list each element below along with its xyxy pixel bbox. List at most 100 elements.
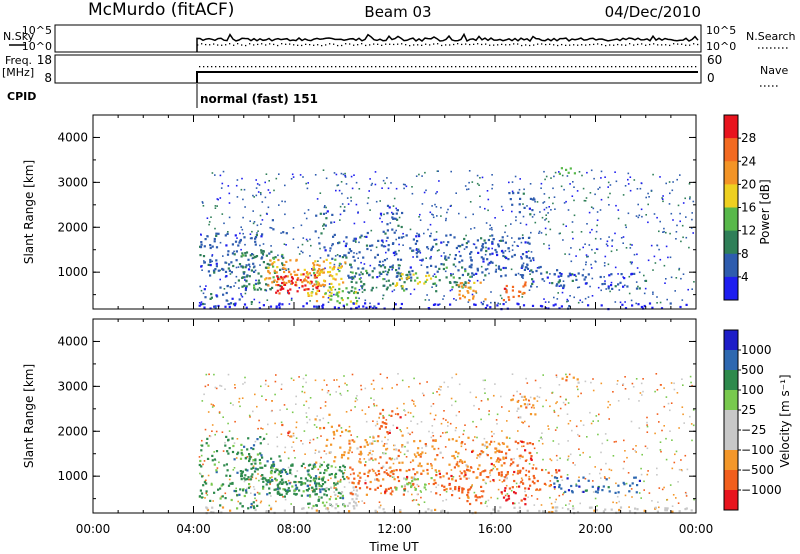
echo-cell <box>395 457 399 460</box>
echo-cell <box>358 277 361 281</box>
echo-cell <box>585 254 588 256</box>
echo-cell <box>386 212 389 215</box>
echo-cell <box>533 407 535 409</box>
echo-cell <box>316 274 319 277</box>
echo-cell <box>209 244 212 247</box>
echo-cell <box>538 489 540 492</box>
echo-cell <box>244 474 247 477</box>
echo-cell <box>455 246 458 250</box>
echo-cell <box>542 405 544 408</box>
echo-cell <box>367 197 370 199</box>
nsearch-point <box>253 44 255 46</box>
echo-cell <box>445 258 448 261</box>
echo-cell <box>379 504 382 507</box>
echo-cell <box>472 289 475 292</box>
echo-cell <box>350 434 352 436</box>
echo-cell <box>400 225 403 229</box>
echo-cell <box>451 288 453 291</box>
echo-cell <box>435 284 438 286</box>
echo-cell <box>343 505 346 508</box>
echo-cell <box>678 427 680 429</box>
echo-cell <box>386 257 388 260</box>
echo-cell <box>449 487 452 490</box>
echo-cell <box>216 467 219 469</box>
echo-cell <box>566 300 568 303</box>
echo-cell <box>339 492 342 495</box>
echo-cell <box>256 288 259 291</box>
echo-cell <box>382 508 385 511</box>
nave-point <box>327 66 329 68</box>
echo-cell <box>280 493 283 496</box>
echo-cell <box>472 439 474 442</box>
echo-cell <box>438 388 440 390</box>
echo-cell <box>572 462 574 464</box>
nsearch-point <box>277 44 279 47</box>
echo-cell <box>276 487 279 490</box>
echo-cell <box>203 481 206 484</box>
echo-cell <box>501 430 503 432</box>
echo-cell <box>372 435 374 438</box>
echo-cell <box>273 261 276 264</box>
echo-cell <box>240 294 243 297</box>
echo-cell <box>347 451 350 454</box>
echo-cell <box>646 425 649 428</box>
echo-cell <box>316 287 319 290</box>
echo-cell <box>393 197 396 200</box>
echo-cell <box>390 470 394 473</box>
echo-cell <box>201 475 204 478</box>
echo-cell <box>289 471 292 475</box>
echo-cell <box>408 386 410 388</box>
echo-cell <box>337 184 340 186</box>
echo-cell <box>491 228 493 231</box>
echo-cell <box>480 265 483 268</box>
echo-cell <box>345 287 348 290</box>
echo-cell <box>329 266 332 269</box>
echo-cell <box>470 259 473 262</box>
echo-cell <box>246 456 249 458</box>
nsearch-point <box>325 44 327 46</box>
echo-cell <box>199 285 201 288</box>
echo-cell <box>276 289 279 292</box>
echo-cell <box>673 382 675 385</box>
echo-cell <box>600 289 602 292</box>
echo-cell <box>464 185 467 187</box>
nsearch-point <box>573 44 575 46</box>
echo-cell <box>542 458 544 461</box>
echo-cell <box>351 493 354 496</box>
echo-cell <box>543 208 546 211</box>
echo-cell <box>204 428 207 431</box>
echo-cell <box>310 274 313 277</box>
echo-cell <box>345 303 349 306</box>
echo-cell <box>350 266 353 269</box>
echo-cell <box>318 477 321 480</box>
echo-cell <box>481 443 484 446</box>
echo-cell <box>476 454 479 457</box>
freq-line <box>196 71 698 83</box>
echo-cell <box>199 489 202 492</box>
echo-cell <box>292 379 295 381</box>
echo-cell <box>316 306 319 309</box>
echo-cell <box>250 492 252 494</box>
echo-cell <box>269 508 273 511</box>
echo-cell <box>524 449 527 452</box>
echo-cell <box>225 291 228 295</box>
echo-cell <box>539 211 541 213</box>
echo-cell <box>359 458 361 460</box>
echo-cell <box>370 397 372 399</box>
echo-cell <box>305 182 307 185</box>
echo-cell <box>498 450 501 453</box>
echo-cell <box>347 477 350 480</box>
echo-cell <box>419 252 422 254</box>
echo-cell <box>246 469 249 472</box>
echo-cell <box>212 404 214 406</box>
echo-cell <box>555 454 558 457</box>
echo-cell <box>505 477 508 480</box>
echo-cell <box>258 287 261 289</box>
nsearch-point <box>281 43 283 45</box>
echo-cell <box>389 492 392 495</box>
echo-cell <box>382 415 384 417</box>
echo-cell <box>227 267 230 270</box>
echo-cell <box>406 277 409 280</box>
echo-cell <box>349 473 352 476</box>
echo-cell <box>303 268 306 271</box>
